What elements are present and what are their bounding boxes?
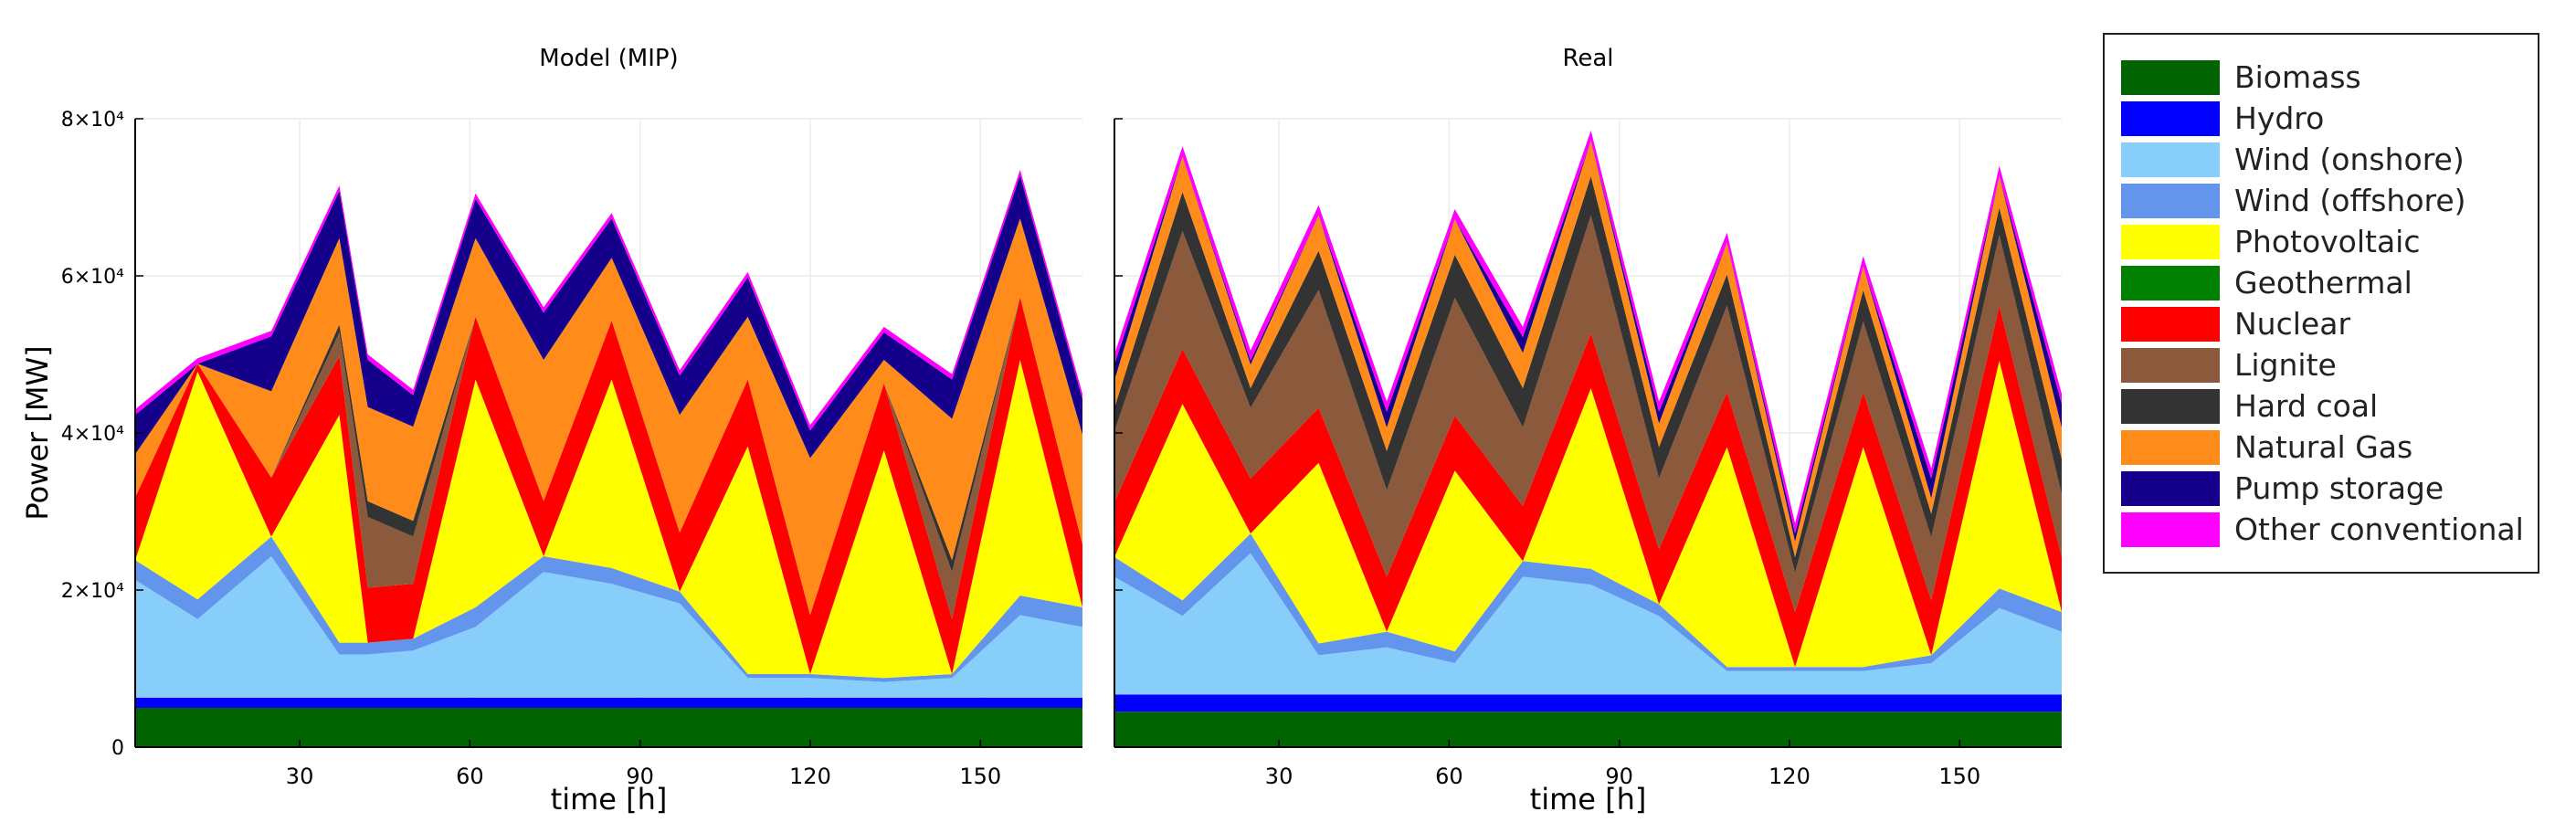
legend-swatch <box>2121 470 2220 506</box>
area-lignite <box>135 297 1082 619</box>
legend-label: Wind (offshore) <box>2234 183 2466 218</box>
legend-item: Photovoltaic <box>2121 221 2538 262</box>
legend-swatch <box>2121 59 2220 95</box>
legend-item: Biomass <box>2121 57 2538 98</box>
x-tick-label: 30 <box>286 764 314 789</box>
x-axis-label: time [h] <box>551 782 668 817</box>
legend-item: Hard coal <box>2121 385 2538 427</box>
model-mip-panel: 30 60 90 120 150 0 2×10⁴ 4×10⁴ 6×10⁴ 8×10⁴ Model (… <box>20 45 1082 817</box>
legend-item: Pump storage <box>2121 468 2538 509</box>
y-tick-label: 2×10⁴ <box>61 580 124 603</box>
area-biomass <box>1114 712 2062 747</box>
legend-item: Geothermal <box>2121 262 2538 303</box>
legend-swatch <box>2121 265 2220 301</box>
legend-swatch <box>2121 224 2220 259</box>
y-tick-label: 6×10⁴ <box>61 266 124 289</box>
legend-swatch <box>2121 183 2220 218</box>
area-photovoltaic <box>1114 360 2062 668</box>
legend-item: Other conventional <box>2121 509 2538 550</box>
area-wind-onshore <box>1114 553 2062 695</box>
legend-swatch <box>2121 100 2220 136</box>
area-hydro <box>135 697 1082 708</box>
area-hydro <box>1114 694 2062 712</box>
legend-swatch <box>2121 306 2220 342</box>
legend-label: Pump storage <box>2234 470 2444 506</box>
x-tick-label: 60 <box>456 764 484 789</box>
x-tick-label: 150 <box>959 764 1001 789</box>
legend-items: Biomass Hydro Wind (onshore) Wind (offshore… <box>2105 57 2538 550</box>
real-panel: 30 60 90 120 150 Real time [h] <box>1114 45 2062 817</box>
x-tick-label: 90 <box>626 764 654 789</box>
area-nuclear <box>135 297 1082 674</box>
chart-title: Real <box>1562 45 1613 72</box>
legend-label: Nuclear <box>2234 306 2351 342</box>
legend-label: Biomass <box>2234 59 2361 95</box>
area-pump-storage <box>135 174 1082 459</box>
x-tick-label: 150 <box>1938 764 1980 789</box>
x-tick-label: 120 <box>789 764 831 789</box>
x-tick-label: 60 <box>1435 764 1463 789</box>
legend-label: Lignite <box>2234 347 2337 383</box>
legend-swatch <box>2121 511 2220 547</box>
area-nuclear <box>1114 305 2062 668</box>
legend-label: Geothermal <box>2234 265 2412 301</box>
legend-swatch <box>2121 142 2220 177</box>
area-natural-gas <box>135 218 1082 616</box>
area-wind-onshore <box>135 556 1082 698</box>
area-wind-offshore <box>135 536 1082 682</box>
x-tick-label: 30 <box>1265 764 1293 789</box>
legend-swatch <box>2121 429 2220 465</box>
legend-label: Wind (onshore) <box>2234 142 2465 177</box>
chart-title: Model (MIP) <box>539 45 678 72</box>
legend-label: Hydro <box>2234 100 2325 136</box>
y-tick-label: 4×10⁴ <box>61 423 124 446</box>
legend-item: Wind (onshore) <box>2121 139 2538 180</box>
legend-item: Nuclear <box>2121 303 2538 344</box>
legend-item: Wind (offshore) <box>2121 180 2538 221</box>
legend-label: Other conventional <box>2234 511 2524 547</box>
area-lignite <box>1114 215 2062 613</box>
legend-item: Hydro <box>2121 98 2538 139</box>
legend: Biomass Hydro Wind (onshore) Wind (offshore… <box>2103 33 2539 574</box>
x-axis-label: time [h] <box>1530 782 1647 817</box>
legend-label: Photovoltaic <box>2234 224 2421 259</box>
area-biomass <box>135 708 1082 747</box>
area-other-conventional <box>135 169 1082 431</box>
legend-label: Hard coal <box>2234 388 2379 424</box>
legend-item: Lignite <box>2121 344 2538 385</box>
y-tick-label: 0 <box>111 737 124 760</box>
legend-swatch <box>2121 347 2220 383</box>
x-tick-label: 90 <box>1605 764 1633 789</box>
x-tick-label: 120 <box>1768 764 1811 789</box>
y-tick-label: 8×10⁴ <box>61 109 124 132</box>
legend-swatch <box>2121 388 2220 424</box>
y-axis-label: Power [MW] <box>20 345 55 520</box>
legend-item: Natural Gas <box>2121 427 2538 468</box>
legend-label: Natural Gas <box>2234 429 2413 465</box>
area-photovoltaic <box>135 360 1082 679</box>
